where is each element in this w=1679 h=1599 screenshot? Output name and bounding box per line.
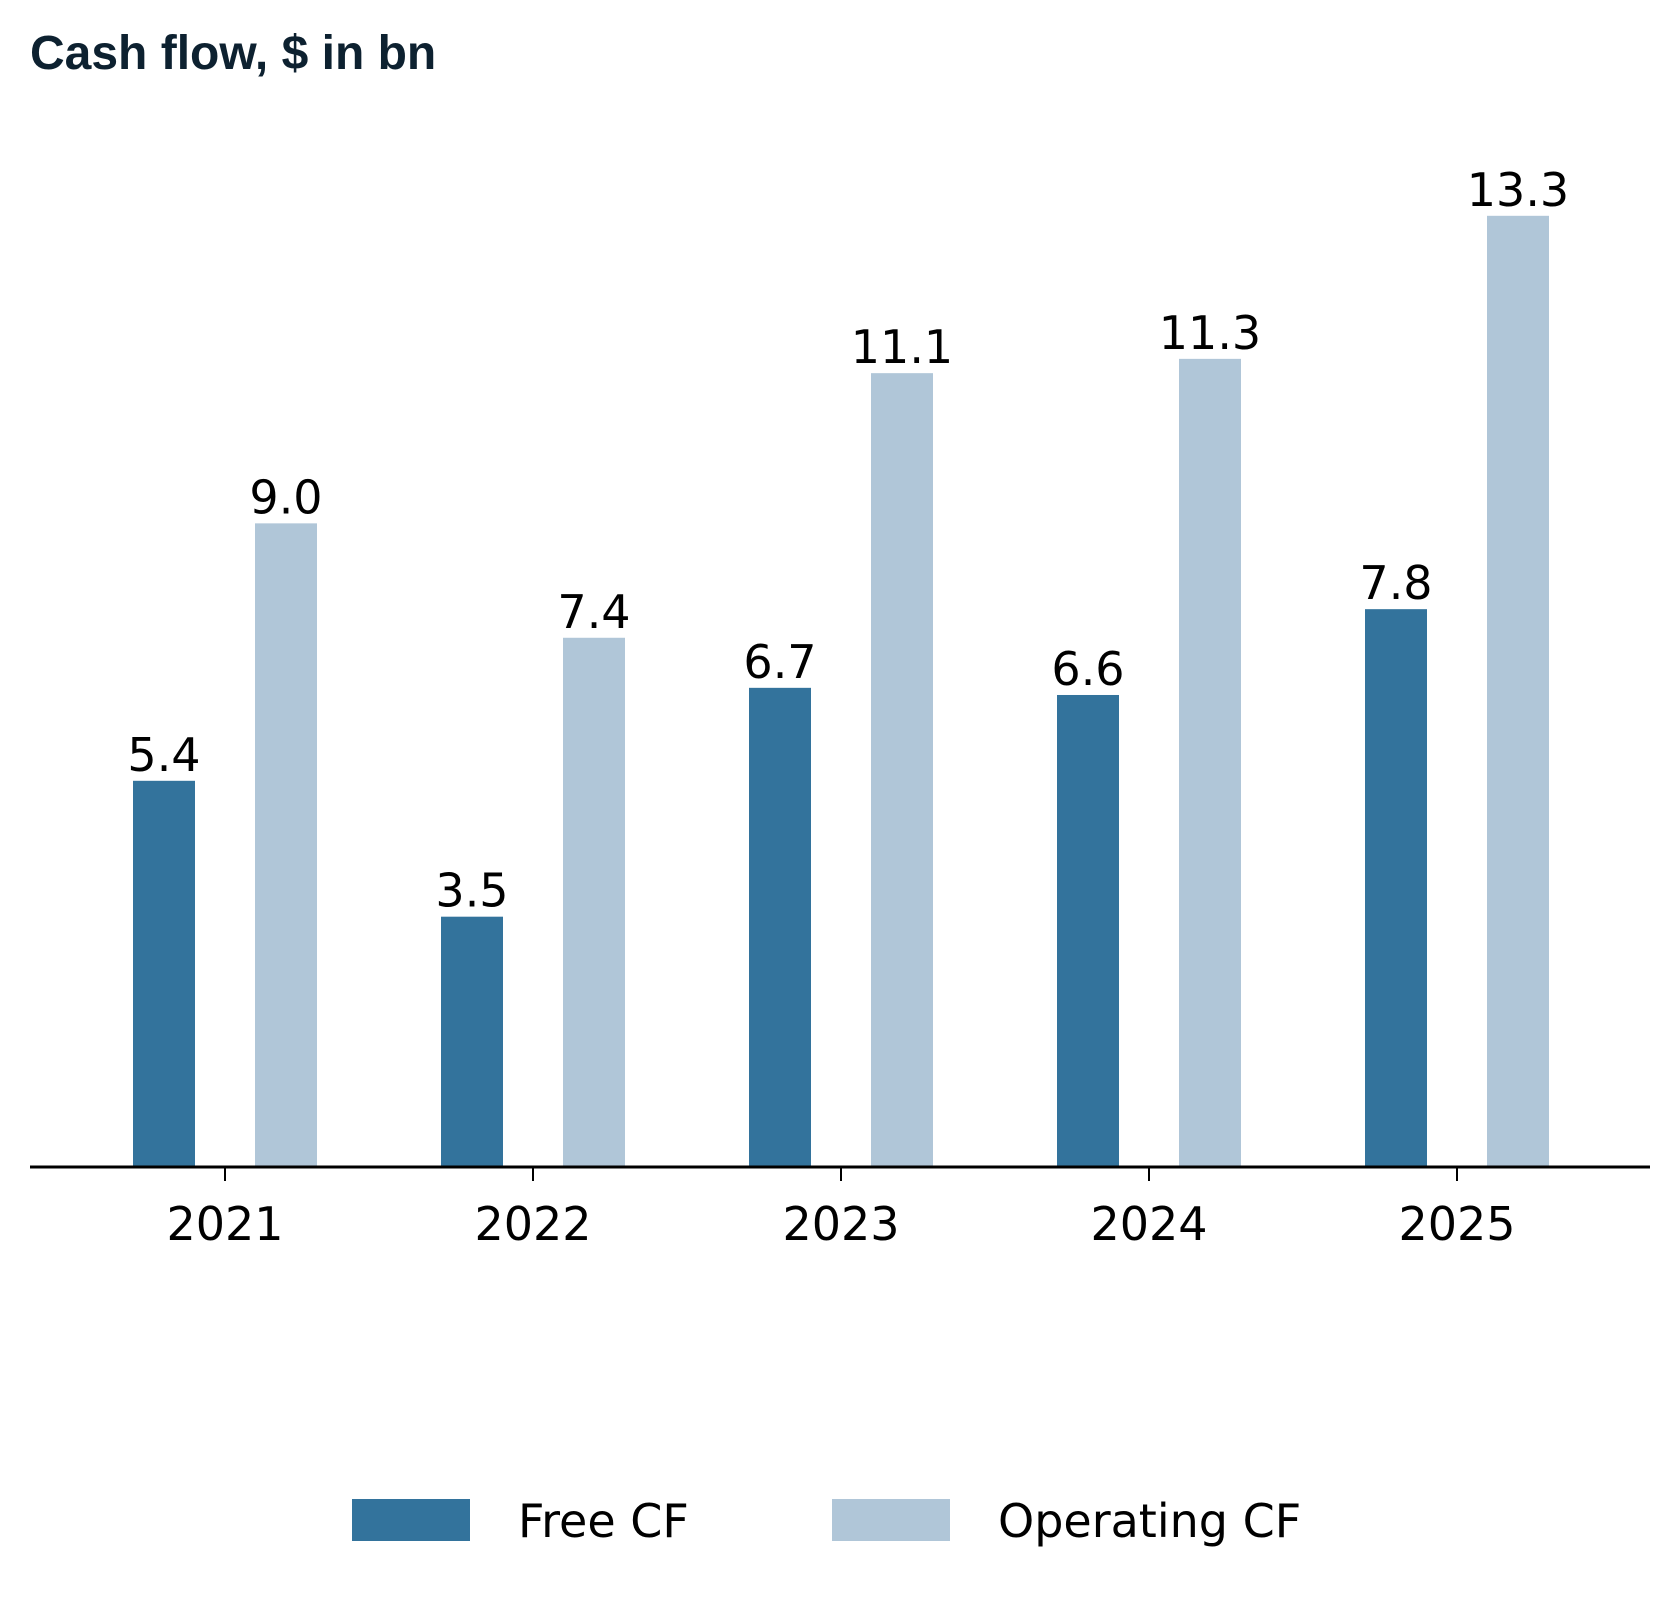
data-label-operating-cf-2022: 7.4 [557, 585, 630, 639]
data-label-free-cf-2022: 3.5 [435, 864, 508, 918]
bar-operating-cf-2025 [1487, 215, 1549, 1168]
x-tick-label-2023: 2023 [782, 1197, 899, 1251]
data-label-free-cf-2021: 5.4 [127, 728, 200, 782]
bars-group [133, 215, 1549, 1168]
x-tick-label-2025: 2025 [1398, 1197, 1515, 1251]
x-ticks-group: 2021 2022 2023 2024 2025 [166, 1167, 1516, 1251]
bar-operating-cf-2022 [563, 637, 625, 1167]
bar-labels-group: 5.4 3.5 6.7 6.6 7.8 9.0 7.4 11.1 11.3 13.3 [127, 163, 1569, 918]
data-label-operating-cf-2023: 11.1 [851, 320, 953, 374]
legend-swatch-operating-cf [832, 1499, 950, 1541]
legend: Free CF Operating CF [352, 1494, 1301, 1548]
data-label-operating-cf-2025: 13.3 [1467, 163, 1569, 217]
bar-free-cf-2022 [441, 916, 503, 1167]
bar-operating-cf-2021 [255, 523, 317, 1167]
data-label-free-cf-2023: 6.7 [743, 635, 816, 689]
legend-label-operating-cf: Operating CF [998, 1494, 1301, 1548]
data-label-free-cf-2025: 7.8 [1359, 556, 1432, 610]
x-tick-label-2024: 2024 [1090, 1197, 1207, 1251]
bar-free-cf-2025 [1365, 609, 1427, 1167]
data-label-operating-cf-2024: 11.3 [1159, 306, 1261, 360]
bar-operating-cf-2023 [871, 373, 933, 1167]
legend-swatch-free-cf [352, 1499, 470, 1541]
bar-free-cf-2023 [749, 687, 811, 1167]
bar-free-cf-2024 [1057, 694, 1119, 1167]
legend-label-free-cf: Free CF [518, 1494, 689, 1548]
bar-operating-cf-2024 [1179, 358, 1241, 1167]
x-tick-label-2022: 2022 [474, 1197, 591, 1251]
bar-free-cf-2021 [133, 780, 195, 1167]
x-tick-label-2021: 2021 [166, 1197, 283, 1251]
data-label-free-cf-2024: 6.6 [1051, 642, 1124, 696]
data-label-operating-cf-2021: 9.0 [249, 470, 322, 524]
chart-title: Cash flow, $ in bn [30, 27, 437, 80]
